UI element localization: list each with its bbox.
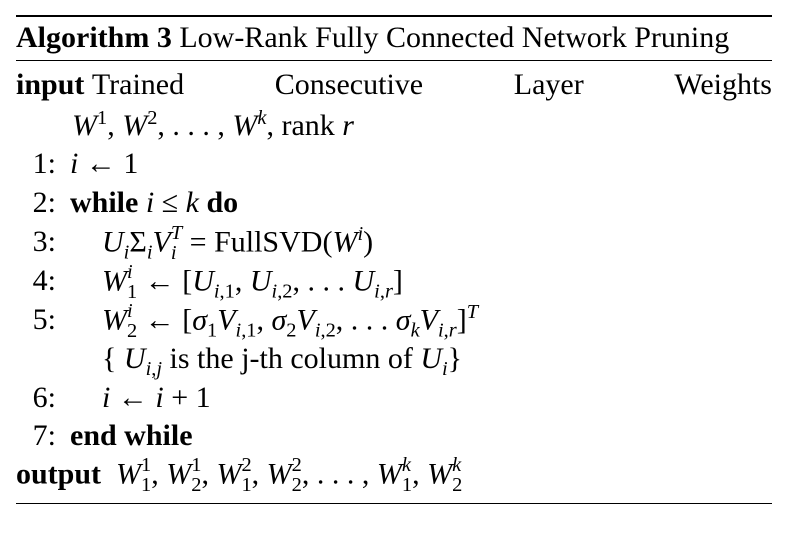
while-keyword: while (70, 186, 139, 219)
line-number: 6: (32, 381, 56, 414)
input-word: Trained (91, 68, 185, 101)
line-number: 3: (32, 225, 56, 259)
algorithm-title: Low-Rank Fully Connected Network Pruning (179, 21, 730, 54)
input-word: Consecutive (274, 68, 424, 101)
input-line: input Trained Consecutive Layer Weights (16, 67, 772, 103)
algo-line-6: 6: i ← i + 1 (16, 380, 211, 416)
input-word: Layer (513, 68, 584, 101)
algo-comment: { Ui,j is the j-th column of Ui} (102, 342, 463, 381)
end-while-keyword: end while (70, 419, 193, 452)
fullsvd-text: FullSVD (214, 225, 323, 259)
do-keyword: do (206, 186, 239, 219)
output-keyword: output (16, 457, 102, 491)
line-number: 1: (32, 147, 56, 180)
top-rule (16, 15, 772, 17)
input-keyword: input (16, 68, 85, 101)
algo-line-7: 7: end while (16, 418, 193, 454)
input-word: Weights (674, 68, 772, 101)
bottom-rule (16, 503, 772, 504)
line-number: 2: (32, 186, 56, 219)
line-number: 7: (32, 419, 56, 452)
comment-text: is the j-th column of (162, 342, 421, 375)
algorithm-caption: Algorithm 3 Low-Rank Fully Connected Net… (16, 20, 729, 56)
algo-line-2: 2: while i ≤ k do (16, 185, 239, 221)
line-number: 4: (32, 264, 56, 298)
line-number: 5: (32, 303, 56, 337)
input-continuation: W1, W2, . . . , Wk, rank r (72, 106, 354, 142)
algorithm-label: Algorithm 3 (16, 21, 172, 54)
rank-text: , rank (266, 109, 343, 142)
algo-line-1: 1: i ← 1 (16, 146, 139, 182)
caption-rule (16, 60, 772, 61)
